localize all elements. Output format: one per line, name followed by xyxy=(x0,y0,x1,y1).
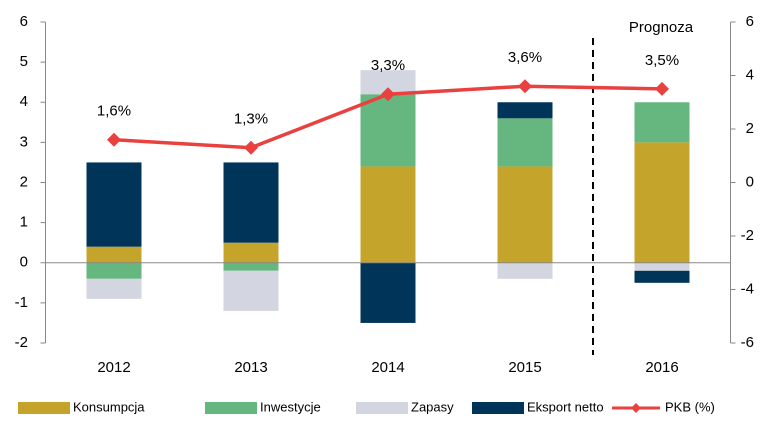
legend-swatch xyxy=(631,403,641,413)
y-tick-label: -1 xyxy=(15,294,28,311)
bar-segment xyxy=(86,262,142,279)
bar-segment xyxy=(86,162,142,247)
y2-tick-label: -4 xyxy=(741,280,754,297)
y-tick-label: 3 xyxy=(20,133,28,150)
bar-segment xyxy=(497,262,553,279)
y-tick-label: -2 xyxy=(15,334,28,351)
y2-tick-label: 0 xyxy=(746,173,754,190)
legend-swatch xyxy=(472,402,524,414)
legend-swatch xyxy=(205,402,257,414)
bar-segment xyxy=(497,102,553,119)
bar-segment xyxy=(634,262,690,271)
y2-tick-label: -2 xyxy=(741,227,754,244)
y-tick-label: 0 xyxy=(20,254,28,271)
bar-segment xyxy=(223,242,279,263)
bar-segment xyxy=(360,262,416,323)
bar-segment xyxy=(86,246,142,263)
bar-segment xyxy=(223,270,279,311)
x-tick-label: 2012 xyxy=(97,359,130,376)
marker xyxy=(244,140,258,155)
marker xyxy=(107,132,121,147)
bar-segment xyxy=(223,162,279,243)
legend-label: PKB (%) xyxy=(665,399,715,414)
marker xyxy=(518,79,532,94)
data-label: 3,5% xyxy=(645,52,679,69)
bar-segment xyxy=(360,94,416,167)
legend-label: Zapasy xyxy=(411,399,454,414)
legend-label: Konsumpcja xyxy=(73,399,145,414)
bar-segment xyxy=(223,262,279,271)
y2-tick-label: -6 xyxy=(741,334,754,351)
legend-swatch xyxy=(356,402,408,414)
y2-tick-label: 6 xyxy=(746,13,754,30)
x-tick-label: 2016 xyxy=(645,359,678,376)
bar-segment xyxy=(497,118,553,167)
data-label: 3,3% xyxy=(371,57,405,74)
y-tick-label: 2 xyxy=(20,173,28,190)
y-tick-label: 6 xyxy=(20,13,28,30)
x-tick-label: 2014 xyxy=(371,359,404,376)
bar-segment xyxy=(634,270,690,283)
legend-label: Eksport netto xyxy=(527,399,604,414)
marker xyxy=(381,87,395,102)
y-tick-label: 1 xyxy=(20,214,28,231)
y-tick-label: 5 xyxy=(20,53,28,70)
data-label: 3,6% xyxy=(508,49,542,66)
y2-tick-label: 4 xyxy=(746,66,754,83)
bar-segment xyxy=(360,166,416,263)
annotation: Prognoza xyxy=(629,19,694,36)
bar-segment xyxy=(634,142,690,263)
data-label: 1,3% xyxy=(234,111,268,128)
x-tick-label: 2015 xyxy=(508,359,541,376)
y2-tick-label: 2 xyxy=(746,120,754,137)
marker xyxy=(655,81,669,96)
x-tick-label: 2013 xyxy=(234,359,267,376)
bar-segment xyxy=(497,166,553,263)
y-tick-label: 4 xyxy=(20,93,28,110)
legend-label: Inwestycje xyxy=(260,399,321,414)
data-label: 1,6% xyxy=(97,103,131,120)
bar-segment xyxy=(86,278,142,299)
bar-segment xyxy=(634,102,690,143)
legend-swatch xyxy=(18,402,70,414)
